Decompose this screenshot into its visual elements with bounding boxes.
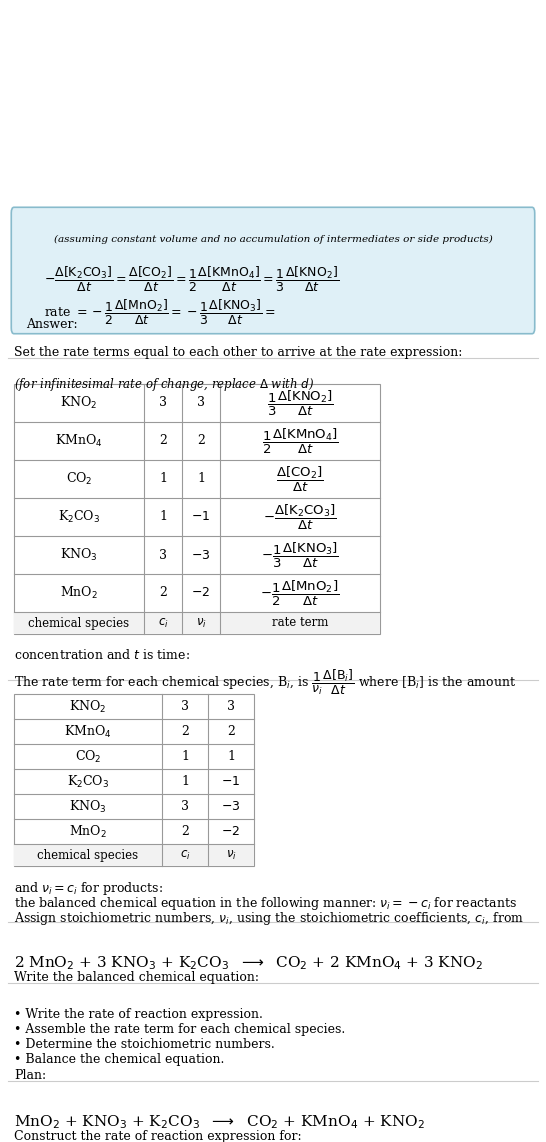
Text: 1: 1 [159,510,167,523]
Text: K$_2$CO$_3$: K$_2$CO$_3$ [67,773,109,789]
Text: and $\nu_i = c_i$ for products:: and $\nu_i = c_i$ for products: [14,880,163,896]
Text: CO$_2$: CO$_2$ [66,471,92,486]
Text: rate term: rate term [272,617,328,629]
Bar [14,844,254,866]
Text: $-\dfrac{\Delta[\mathrm{K_2CO_3}]}{\Delta t}$: $-\dfrac{\Delta[\mathrm{K_2CO_3}]}{\Delt… [263,502,337,532]
Text: 3: 3 [159,548,167,562]
Text: 3: 3 [181,801,189,813]
Text: Assign stoichiometric numbers, $\nu_i$, using the stoichiometric coefficients, $: Assign stoichiometric numbers, $\nu_i$, … [14,910,524,927]
Text: K$_2$CO$_3$: K$_2$CO$_3$ [58,509,100,525]
Text: $\nu_i$: $\nu_i$ [225,849,236,861]
Text: KMnO$_4$: KMnO$_4$ [64,723,112,740]
Text: KNO$_3$: KNO$_3$ [69,798,107,814]
Text: $-2$: $-2$ [192,587,211,600]
Bar [14,694,254,866]
Text: $\dfrac{\Delta[\mathrm{CO_2}]}{\Delta t}$: $\dfrac{\Delta[\mathrm{CO_2}]}{\Delta t}… [276,465,324,493]
Bar [14,612,380,634]
Text: $\nu_i$: $\nu_i$ [195,617,206,629]
Text: $-\dfrac{\Delta[\mathrm{K_2CO_3}]}{\Delta t} = \dfrac{\Delta[\mathrm{CO_2}]}{\De: $-\dfrac{\Delta[\mathrm{K_2CO_3}]}{\Delt… [44,265,339,293]
Text: (assuming constant volume and no accumulation of intermediates or side products): (assuming constant volume and no accumul… [54,235,492,244]
Text: 1: 1 [227,750,235,763]
Text: • Balance the chemical equation.: • Balance the chemical equation. [14,1053,224,1065]
Text: $-\dfrac{1}{2}\dfrac{\Delta[\mathrm{MnO_2}]}{\Delta t}$: $-\dfrac{1}{2}\dfrac{\Delta[\mathrm{MnO_… [260,578,340,608]
Bar [14,384,380,634]
Text: $-3$: $-3$ [221,801,241,813]
Text: 2: 2 [197,434,205,448]
Text: • Assemble the rate term for each chemical species.: • Assemble the rate term for each chemic… [14,1023,345,1036]
Text: the balanced chemical equation in the following manner: $\nu_i = -c_i$ for react: the balanced chemical equation in the fo… [14,895,517,912]
Text: Answer:: Answer: [26,317,78,331]
Text: 2: 2 [181,825,189,838]
Text: 3: 3 [181,700,189,713]
Text: 1: 1 [181,775,189,788]
Text: chemical species: chemical species [38,849,139,861]
Text: 3: 3 [159,396,167,410]
Text: 2 MnO$_2$ + 3 KNO$_3$ + K$_2$CO$_3$  $\longrightarrow$  CO$_2$ + 2 KMnO$_4$ + 3 : 2 MnO$_2$ + 3 KNO$_3$ + K$_2$CO$_3$ $\lo… [14,954,483,972]
Text: $\dfrac{1}{2}\dfrac{\Delta[\mathrm{KMnO_4}]}{\Delta t}$: $\dfrac{1}{2}\dfrac{\Delta[\mathrm{KMnO_… [262,426,339,456]
Text: 3: 3 [227,700,235,713]
Text: 2: 2 [227,725,235,738]
Text: KNO$_2$: KNO$_2$ [69,699,106,715]
Text: MnO$_2$ + KNO$_3$ + K$_2$CO$_3$  $\longrightarrow$  CO$_2$ + KMnO$_4$ + KNO$_2$: MnO$_2$ + KNO$_3$ + K$_2$CO$_3$ $\longri… [14,1113,425,1131]
Text: $-1$: $-1$ [221,775,241,788]
Text: MnO$_2$: MnO$_2$ [69,823,107,839]
Text: $c_i$: $c_i$ [158,617,168,629]
Text: 2: 2 [159,587,167,600]
Text: 2: 2 [181,725,189,738]
Text: chemical species: chemical species [28,617,129,629]
Text: Construct the rate of reaction expression for:: Construct the rate of reaction expressio… [14,1129,301,1142]
Text: • Determine the stoichiometric numbers.: • Determine the stoichiometric numbers. [14,1038,275,1051]
Text: $c_i$: $c_i$ [180,849,191,861]
Text: KMnO$_4$: KMnO$_4$ [55,433,103,449]
Text: • Write the rate of reaction expression.: • Write the rate of reaction expression. [14,1008,263,1021]
Text: The rate term for each chemical species, B$_i$, is $\dfrac{1}{\nu_i}\dfrac{\Delt: The rate term for each chemical species,… [14,668,516,697]
Text: 1: 1 [159,473,167,485]
Text: $-1$: $-1$ [192,510,211,523]
Text: (for infinitesimal rate of change, replace $\Delta$ with $d$): (for infinitesimal rate of change, repla… [14,376,314,393]
Text: 3: 3 [197,396,205,410]
Text: rate $= -\dfrac{1}{2}\dfrac{\Delta[\mathrm{MnO_2}]}{\Delta t} = -\dfrac{1}{3}\df: rate $= -\dfrac{1}{2}\dfrac{\Delta[\math… [44,298,276,327]
Text: Set the rate terms equal to each other to arrive at the rate expression:: Set the rate terms equal to each other t… [14,346,462,359]
Text: $-3$: $-3$ [191,548,211,562]
Text: Write the balanced chemical equation:: Write the balanced chemical equation: [14,971,259,984]
Text: CO$_2$: CO$_2$ [75,748,101,764]
Text: MnO$_2$: MnO$_2$ [60,585,98,601]
FancyBboxPatch shape [11,208,535,333]
Text: 1: 1 [181,750,189,763]
Text: concentration and $t$ is time:: concentration and $t$ is time: [14,648,190,662]
Text: 2: 2 [159,434,167,448]
Text: Plan:: Plan: [14,1069,46,1081]
Text: KNO$_3$: KNO$_3$ [60,547,98,563]
Text: $-2$: $-2$ [222,825,241,838]
Text: $\dfrac{1}{3}\dfrac{\Delta[\mathrm{KNO_2}]}{\Delta t}$: $\dfrac{1}{3}\dfrac{\Delta[\mathrm{KNO_2… [266,388,334,418]
Text: 1: 1 [197,473,205,485]
Text: $-\dfrac{1}{3}\dfrac{\Delta[\mathrm{KNO_3}]}{\Delta t}$: $-\dfrac{1}{3}\dfrac{\Delta[\mathrm{KNO_… [261,540,339,570]
Text: KNO$_2$: KNO$_2$ [61,395,98,411]
